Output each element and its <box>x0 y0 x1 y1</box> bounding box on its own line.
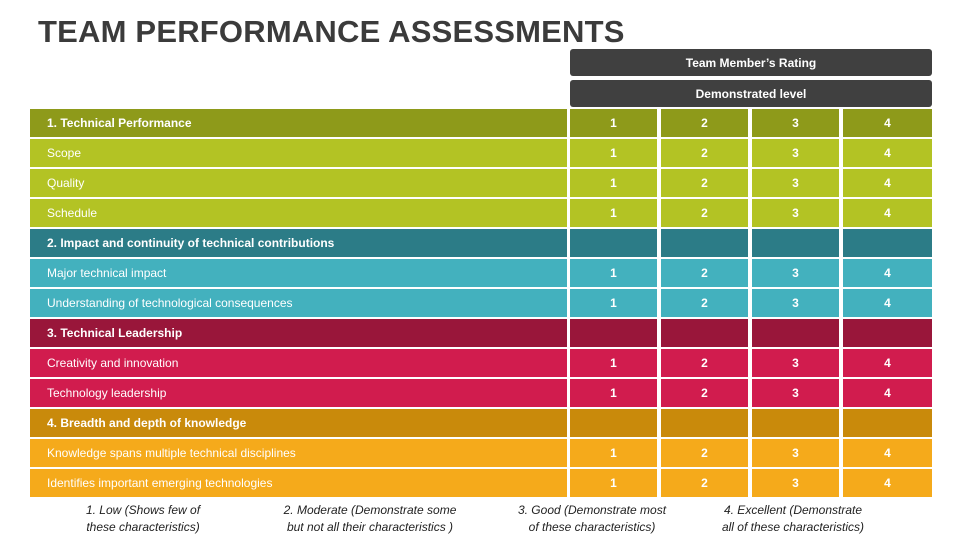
row-label: Identifies important emerging technologi… <box>30 469 567 497</box>
rating-cell <box>752 319 839 347</box>
rating-cell: 4 <box>843 289 932 317</box>
rating-cell: 4 <box>843 139 932 167</box>
rating-cell: 4 <box>843 469 932 497</box>
rating-cell: 4 <box>843 259 932 287</box>
rating-cell: 2 <box>661 199 748 227</box>
rating-cell: 4 <box>843 349 932 377</box>
row-label: Creativity and innovation <box>30 349 567 377</box>
row-label: Understanding of technological consequen… <box>30 289 567 317</box>
rating-cell <box>661 409 748 437</box>
rating-cell: 3 <box>752 349 839 377</box>
footnote-line: of these characteristics) <box>528 520 656 534</box>
rating-cell: 3 <box>752 439 839 467</box>
footnote-line: 1. Low (Shows few of <box>85 503 201 517</box>
rating-cell: 2 <box>661 379 748 407</box>
rating-cell: 4 <box>843 109 932 137</box>
rating-cell: 1 <box>570 169 657 197</box>
rating-cell <box>661 229 748 257</box>
rating-cell: 2 <box>661 139 748 167</box>
rating-cell: 1 <box>570 109 657 137</box>
rating-cell <box>752 229 839 257</box>
rating-cell: 2 <box>661 259 748 287</box>
section-title: 3. Technical Leadership <box>30 319 567 347</box>
rating-cell <box>843 409 932 437</box>
row-label: Technology leadership <box>30 379 567 407</box>
rating-cell <box>661 319 748 347</box>
footnote: 4. Excellent (Demonstrate all of these ch… <box>683 502 903 536</box>
rating-cell: 2 <box>661 439 748 467</box>
rating-cell: 2 <box>661 109 748 137</box>
section-title: 2. Impact and continuity of technical co… <box>30 229 567 257</box>
row-label: Knowledge spans multiple technical disci… <box>30 439 567 467</box>
rating-cell: 3 <box>752 469 839 497</box>
footnote-line: but not all their characteristics ) <box>286 520 454 534</box>
rating-cell <box>843 319 932 347</box>
rating-cell: 3 <box>752 169 839 197</box>
rating-cell: 2 <box>661 469 748 497</box>
footnote: 3. Good (Demonstrate most of these charac… <box>482 502 702 536</box>
rating-cell <box>570 319 657 347</box>
column-header: Demonstrated level <box>570 80 932 107</box>
page-title: TEAM PERFORMANCE ASSESSMENTS <box>38 14 625 49</box>
section-title: 4. Breadth and depth of knowledge <box>30 409 567 437</box>
row-label: Quality <box>30 169 567 197</box>
rating-cell <box>570 409 657 437</box>
rating-cell: 4 <box>843 169 932 197</box>
rating-cell: 1 <box>570 379 657 407</box>
rating-cell: 2 <box>661 289 748 317</box>
column-header: Team Member’s Rating <box>570 49 932 76</box>
footnote-line: 3. Good (Demonstrate most <box>517 503 667 517</box>
rating-cell: 1 <box>570 139 657 167</box>
rating-cell: 4 <box>843 379 932 407</box>
section-title: 1. Technical Performance <box>30 109 567 137</box>
footnote: 2. Moderate (Demonstrate some but not all… <box>260 502 480 536</box>
rating-cell: 3 <box>752 109 839 137</box>
rating-cell: 4 <box>843 439 932 467</box>
rating-cell: 4 <box>843 199 932 227</box>
footnote-line: these characteristics) <box>86 520 200 534</box>
footnote-line: all of these characteristics) <box>721 520 865 534</box>
rating-cell <box>570 229 657 257</box>
row-label: Schedule <box>30 199 567 227</box>
rating-cell: 1 <box>570 199 657 227</box>
rating-cell: 1 <box>570 439 657 467</box>
rating-cell: 1 <box>570 469 657 497</box>
rating-cell: 1 <box>570 349 657 377</box>
footnote: 1. Low (Shows few of these characteristic… <box>33 502 253 536</box>
rating-cell: 1 <box>570 289 657 317</box>
rating-cell: 2 <box>661 349 748 377</box>
rating-cell: 3 <box>752 289 839 317</box>
rating-cell: 3 <box>752 139 839 167</box>
rating-cell: 3 <box>752 259 839 287</box>
rating-cell <box>752 409 839 437</box>
rating-cell: 3 <box>752 199 839 227</box>
footnote-line: 2. Moderate (Demonstrate some <box>283 503 457 517</box>
rating-cell: 2 <box>661 169 748 197</box>
row-label: Scope <box>30 139 567 167</box>
row-label: Major technical impact <box>30 259 567 287</box>
rating-cell: 3 <box>752 379 839 407</box>
rating-cell: 1 <box>570 259 657 287</box>
rating-cell <box>843 229 932 257</box>
footnote-line: 4. Excellent (Demonstrate <box>723 503 863 517</box>
